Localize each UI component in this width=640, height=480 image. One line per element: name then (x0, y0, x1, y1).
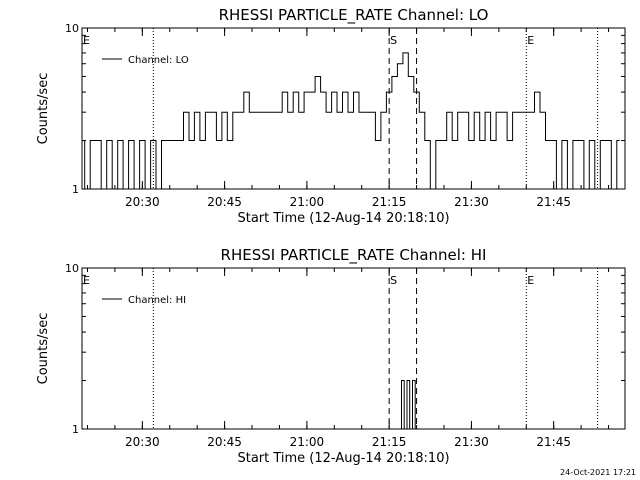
y-tick-label: 1 (72, 183, 79, 196)
event-marker-label: S (390, 34, 397, 47)
legend-label: Channel: HI (128, 295, 186, 306)
chart-panel-0: RHESSI PARTICLE_RATE Channel: LO 1 10 20:30… (36, 6, 626, 226)
x-tick-label: 21:00 (290, 435, 325, 449)
x-tick-label: 21:30 (454, 435, 489, 449)
x-tick-label: 21:45 (536, 195, 571, 209)
y-tick-label: 10 (65, 22, 79, 35)
x-tick-label: 21:15 (372, 195, 407, 209)
event-marker-label: E (83, 274, 90, 287)
chart-panel-1: RHESSI PARTICLE_RATE Channel: HI 1 10 20:30… (36, 246, 626, 466)
plot-frame (81, 27, 626, 190)
event-marker-label: E (527, 274, 534, 287)
x-tick-label: 21:15 (372, 435, 407, 449)
event-marker-label: E (83, 34, 90, 47)
legend-label: Channel: LO (128, 55, 189, 66)
plot-frame (81, 267, 626, 430)
x-tick-label: 21:45 (536, 435, 571, 449)
y-axis-label: Counts/sec (36, 313, 51, 385)
chart-title: RHESSI PARTICLE_RATE Channel: HI (221, 246, 487, 265)
event-marker-label: S (390, 274, 397, 287)
x-tick-label: 20:30 (125, 435, 160, 449)
y-axis-label: Counts/sec (36, 73, 51, 145)
x-tick-label: 20:45 (207, 195, 242, 209)
y-tick-label: 1 (72, 423, 79, 436)
series-line-0 (82, 52, 620, 190)
x-tick-label: 20:30 (125, 195, 160, 209)
x-axis-label: Start Time (12-Aug-14 20:18:10) (237, 451, 449, 466)
y-tick-label: 10 (65, 262, 79, 275)
x-tick-label: 20:45 (207, 435, 242, 449)
x-tick-label: 21:30 (454, 195, 489, 209)
x-tick-label: 21:00 (290, 195, 325, 209)
series-line-0 (400, 380, 417, 430)
x-axis-label: Start Time (12-Aug-14 20:18:10) (237, 211, 449, 226)
chart-title: RHESSI PARTICLE_RATE Channel: LO (219, 6, 489, 25)
event-marker-label: E (527, 34, 534, 47)
footer-timestamp: 24-Oct-2021 17:21 (560, 468, 636, 477)
